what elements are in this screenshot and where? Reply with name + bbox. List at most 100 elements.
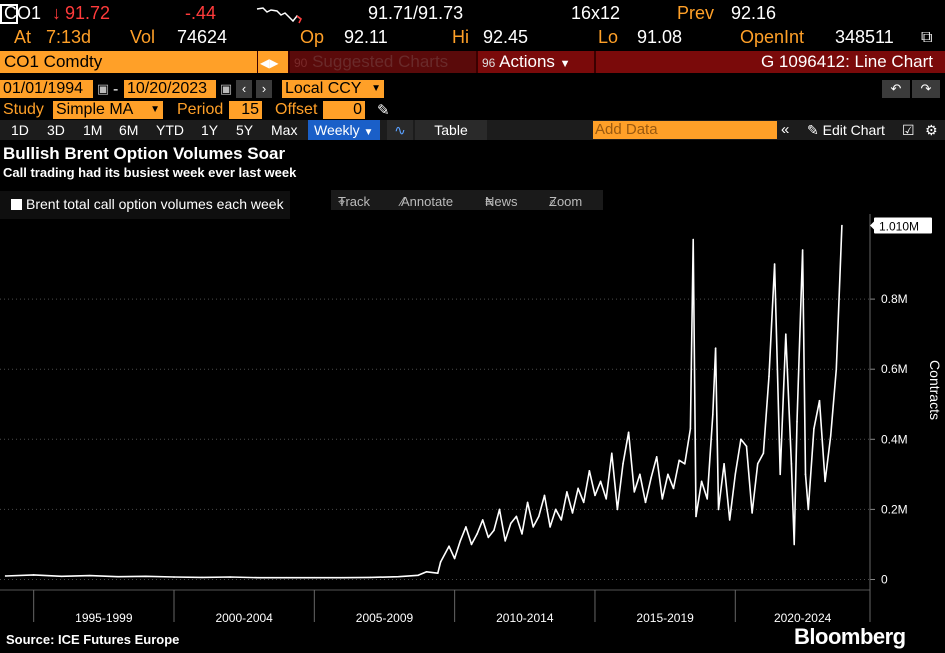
data-point [717, 508, 720, 511]
data-point [32, 574, 35, 576]
data-point [790, 463, 793, 465]
tab-6m[interactable]: 6M [119, 122, 139, 138]
currency-chevron-down-icon: ▼ [371, 83, 381, 94]
data-point [644, 501, 647, 504]
suggested-charts-button[interactable]: 90 Suggested Charts [290, 51, 476, 73]
zoom-icon: ⌕ [549, 194, 557, 209]
edit-chart-button[interactable]: ✎ Edit Chart [807, 120, 885, 140]
tab-1d[interactable]: 1D [11, 122, 29, 138]
sparkline-icon [256, 7, 302, 24]
data-point [700, 480, 703, 483]
tab-1m[interactable]: 1M [83, 122, 103, 138]
data-point [689, 427, 692, 430]
crosshair-icon: ⌖ [338, 194, 346, 209]
tab-ytd[interactable]: YTD [156, 122, 184, 138]
security-ticker-field[interactable]: CO1 Comdty [0, 51, 257, 73]
popout-icon[interactable]: ⧉ [921, 29, 933, 46]
tab-5y[interactable]: 5Y [236, 122, 254, 138]
annotate-icon: ⁄ [401, 194, 404, 209]
tab-1y[interactable]: 1Y [201, 122, 219, 138]
data-point [661, 498, 664, 500]
vol-value: 74624 [177, 27, 228, 47]
data-point [60, 575, 63, 578]
data-point [813, 427, 815, 430]
data-point [683, 463, 686, 465]
settings-gear-icon[interactable]: ⚙ [925, 122, 938, 138]
track-label: Track [338, 194, 371, 209]
ticker-frame-icon [0, 4, 18, 24]
at-label: At [14, 27, 32, 47]
actions-label: Actions [499, 52, 555, 71]
line-chart-icon[interactable]: ∿ [387, 120, 413, 140]
table-button[interactable]: Table [415, 120, 487, 140]
data-point [425, 570, 428, 573]
data-point [804, 473, 807, 476]
data-point [768, 375, 770, 378]
data-point [695, 515, 697, 518]
currency-label: Local CCY [285, 80, 362, 97]
chart-title: Bullish Brent Option Volumes Soar [3, 144, 286, 163]
data-point [692, 238, 694, 241]
chart-legend[interactable]: Brent total call option volumes each wee… [0, 191, 290, 219]
currency-select[interactable]: Local CCY ▼ [282, 80, 384, 98]
calendar-start-icon[interactable]: ▣ [96, 81, 110, 96]
data-point [313, 576, 316, 579]
arrow-left-icon[interactable]: ◀ [260, 56, 270, 70]
calendar-end-icon[interactable]: ▣ [219, 81, 233, 96]
pencil-icon[interactable]: ✎ [377, 102, 390, 119]
data-point [672, 487, 675, 490]
data-point [498, 508, 501, 511]
arrow-right-icon[interactable]: ▶ [269, 56, 279, 70]
actions-menu-button[interactable]: 96 Actions ▼ [478, 51, 594, 73]
security-arrows[interactable]: ◀▶ [258, 51, 288, 73]
tab-3d[interactable]: 3D [47, 122, 65, 138]
data-point [723, 463, 725, 465]
openint-value: 348511 [835, 27, 894, 47]
redo-icon[interactable]: ↷ [912, 80, 940, 98]
data-point [369, 576, 372, 579]
collapse-left-icon[interactable]: « [781, 121, 790, 138]
op-value: 92.11 [344, 27, 388, 47]
data-point [526, 501, 529, 504]
date-prev-button[interactable]: ‹ [236, 80, 252, 98]
news-icon: ≡ [485, 194, 493, 209]
tab-max[interactable]: Max [271, 122, 298, 138]
data-point [762, 452, 765, 455]
data-point [509, 522, 512, 525]
offset-label: Offset [275, 101, 318, 118]
frequency-chevron-down-icon: ▼ [363, 127, 374, 138]
data-point [734, 473, 737, 476]
data-point [785, 333, 787, 335]
y-tick-label: 0.6M [881, 362, 908, 376]
y-tick-label: 0.2M [881, 502, 908, 516]
undo-icon[interactable]: ↶ [882, 80, 910, 98]
source-note: Source: ICE Futures Europe [6, 632, 180, 647]
data-point [714, 347, 717, 349]
frequency-select[interactable]: Weekly ▼ [308, 120, 380, 140]
data-point [611, 452, 613, 455]
x-tick-label: 2015-2019 [636, 611, 694, 625]
chart-toolbox: ⌖ Track ⁄ Annotate ≡ News ⌕ Zoom [331, 190, 603, 210]
study-select[interactable]: Simple MA ▼ [53, 101, 163, 119]
period-field[interactable]: 15 [229, 101, 262, 119]
data-point [818, 399, 821, 402]
quote-row-2: At 7:13d Vol 74624 Op 92.11 Hi 92.45 Lo … [0, 27, 945, 49]
date-next-button[interactable]: › [256, 80, 272, 98]
end-date-field[interactable]: 10/20/2023 [124, 80, 216, 98]
vol-label: Vol [130, 27, 156, 47]
quote-bid-ask: 91.71/91.73 [368, 3, 464, 23]
hi-value: 92.45 [483, 27, 529, 47]
study-chevron-down-icon: ▼ [150, 104, 160, 115]
series-line [5, 225, 843, 579]
annotate-label: Annotate [401, 194, 454, 209]
start-date-field[interactable]: 01/01/1994 [0, 80, 93, 98]
data-point [566, 491, 568, 493]
data-point [616, 508, 619, 511]
data-point [476, 533, 478, 535]
data-point [622, 463, 624, 465]
edit-box-icon[interactable]: ☑ [902, 122, 915, 138]
add-data-field[interactable]: Add Data [593, 121, 777, 139]
offset-field[interactable]: 0 [323, 101, 365, 119]
frequency-label: Weekly [314, 122, 360, 138]
